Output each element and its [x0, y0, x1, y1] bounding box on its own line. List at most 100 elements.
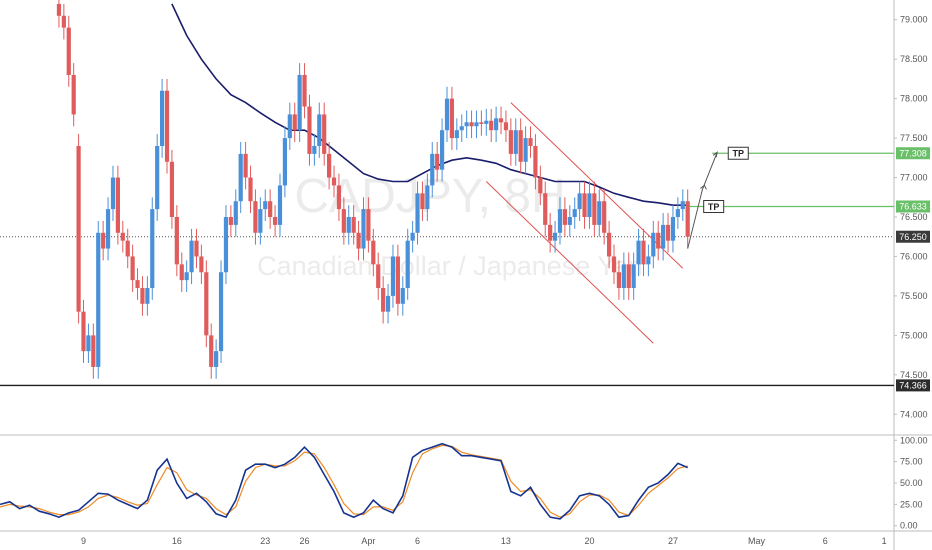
candle [135, 280, 140, 289]
candle [282, 138, 288, 186]
time-tick-label: Apr [361, 536, 375, 546]
time-tick-label: 6 [823, 536, 828, 546]
candle [656, 232, 661, 249]
tp-tag [703, 200, 725, 214]
candle [101, 232, 106, 249]
candle [243, 153, 248, 178]
price-tick-label: 78.000 [900, 94, 928, 104]
candle [366, 209, 371, 241]
candle [120, 232, 125, 241]
time-tick-label: 16 [172, 536, 182, 546]
candle [204, 272, 209, 336]
candle [209, 335, 214, 367]
projection-arrow [712, 151, 718, 158]
price-axis: 79.000 78.500 78.000 77.500 77.000 76.500 76.0… [894, 15, 928, 419]
time-axis: 9 16 23 26 Apr 6 13 20 27 May 6 1 [81, 536, 887, 546]
candle [317, 114, 322, 146]
candle [400, 288, 405, 304]
candle [646, 256, 651, 265]
candle [523, 138, 528, 162]
candle [130, 256, 135, 281]
candle [621, 264, 626, 289]
candle [641, 240, 646, 265]
candle [597, 201, 602, 225]
time-tick-label: 9 [81, 536, 86, 546]
candle [479, 122, 484, 124]
candle [297, 74, 302, 131]
candle [538, 177, 543, 194]
price-tick-label: 75.500 [900, 291, 928, 301]
candle [464, 122, 469, 127]
projection-line [687, 152, 718, 249]
price-tick-label: 77.500 [900, 133, 928, 143]
candle [248, 177, 253, 202]
osc-tick-label: 75.00 [900, 457, 923, 467]
candle [557, 209, 563, 233]
candle [189, 240, 194, 273]
candle [287, 114, 292, 139]
candle [381, 288, 386, 312]
level-badge-label: 74.366 [899, 381, 927, 391]
level-badge-label: 77.308 [899, 148, 927, 158]
channel-line [485, 181, 654, 344]
current-price-badge-label: 76.250 [899, 232, 927, 242]
price-tick-label: 78.500 [900, 54, 928, 64]
osc-k-line [0, 442, 689, 520]
candle [503, 122, 509, 131]
candle [592, 193, 597, 225]
candle [86, 335, 91, 352]
projection-arrow [700, 184, 707, 190]
tp-tag-label: TP [708, 202, 720, 212]
candle [140, 288, 145, 304]
candle [253, 201, 258, 233]
level-badge [896, 200, 930, 213]
candle [602, 201, 607, 233]
candle [548, 224, 553, 241]
candle [390, 256, 396, 296]
candle [110, 177, 116, 210]
osc-d-line [0, 444, 688, 518]
candle [356, 232, 361, 249]
candle [685, 201, 690, 237]
candle [572, 209, 577, 217]
candle [611, 256, 617, 273]
candle [312, 145, 317, 154]
watermark: CADJPY, 8H Canadian Dollar / Japanese Ye… [257, 170, 643, 281]
time-tick-label: 26 [300, 536, 310, 546]
candle [336, 185, 342, 210]
candle [395, 256, 400, 304]
time-tick-label: 13 [501, 536, 511, 546]
candle [307, 106, 312, 154]
candle [606, 232, 612, 257]
candle [626, 264, 631, 289]
candle [263, 201, 268, 210]
osc-tick-label: 50.00 [900, 478, 923, 488]
candle [489, 120, 494, 131]
candle [430, 153, 435, 186]
price-tick-label: 74.000 [900, 409, 928, 419]
candle [577, 193, 582, 210]
candle [459, 126, 464, 131]
level-badge [896, 379, 930, 392]
candle [61, 15, 66, 28]
candle [636, 240, 641, 265]
candle [292, 114, 297, 131]
candle [179, 264, 184, 281]
candle [651, 232, 656, 257]
moving-average-line [171, 3, 688, 206]
candle [351, 217, 356, 233]
candle [228, 217, 233, 225]
candle [268, 201, 273, 217]
candle [322, 114, 327, 154]
candle [661, 224, 666, 249]
candle [214, 351, 219, 367]
candle [341, 209, 346, 233]
candle [675, 209, 680, 217]
candle [587, 193, 592, 217]
candle [528, 138, 533, 146]
candle [174, 217, 179, 265]
candle [543, 193, 548, 225]
price-tick-label: 76.500 [900, 212, 928, 222]
